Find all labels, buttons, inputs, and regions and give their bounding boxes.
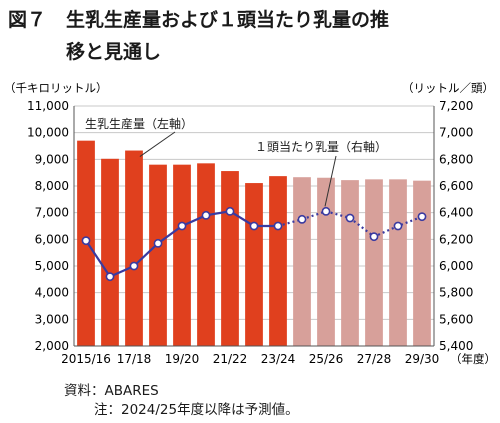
right-tick-label: 6,800 xyxy=(439,152,473,166)
bar-series-label: 生乳生産量（左軸） xyxy=(85,116,193,131)
line-point xyxy=(417,212,427,222)
left-tick-label: 10,000 xyxy=(27,126,69,140)
left-tick-label: 5,000 xyxy=(35,259,69,273)
notes: 資料：ABARES 注：2024/25年度以降は予測値。 xyxy=(64,382,299,420)
left-tick-label: 2,000 xyxy=(35,339,69,353)
x-tick-label: 2015/16 xyxy=(61,352,111,366)
right-tick-label: 7,200 xyxy=(439,99,473,113)
left-tick-label: 9,000 xyxy=(35,152,69,166)
bar xyxy=(245,183,263,346)
right-tick-label: 5,400 xyxy=(439,339,473,353)
bar xyxy=(341,180,359,346)
figure-number: 図７ xyxy=(8,9,47,31)
title-line-2: 移と見通し xyxy=(66,41,162,63)
line-series xyxy=(81,206,427,282)
left-tick-label: 7,000 xyxy=(35,206,69,220)
line-point xyxy=(81,236,91,246)
line-point xyxy=(153,238,163,248)
bar-series xyxy=(77,140,431,346)
right-tick-label: 7,000 xyxy=(439,126,473,140)
line-point xyxy=(225,206,235,216)
bar xyxy=(293,177,311,346)
right-tick-label: 5,600 xyxy=(439,312,473,326)
bar xyxy=(221,171,239,346)
annotations: 生乳生産量（左軸） １頭当たり乳量（右軸） xyxy=(84,115,387,207)
x-tick-label: 17/18 xyxy=(117,352,152,366)
forecast-note: 注：2024/25年度以降は予測値。 xyxy=(94,402,299,418)
left-tick-label: 4,000 xyxy=(35,286,69,300)
bar-label-leader xyxy=(139,131,176,157)
figure-title: 図７ 生乳生産量および１頭当たり乳量の推 移と見通し xyxy=(8,4,492,68)
x-tick-label: 21/22 xyxy=(213,352,248,366)
right-tick-label: 6,400 xyxy=(439,206,473,220)
x-tick-label: 19/20 xyxy=(165,352,200,366)
bar xyxy=(197,163,215,346)
right-tick-label: 6,000 xyxy=(439,259,473,273)
right-axis-ticks: 5,400 5,600 5,800 6,000 6,200 6,400 6,600 6,800… xyxy=(439,99,473,353)
line-point xyxy=(249,221,259,231)
x-axis-unit-label: （年度） xyxy=(450,352,496,366)
bar xyxy=(173,164,191,346)
line-point xyxy=(345,213,355,223)
line-label-leader xyxy=(324,155,337,207)
left-tick-label: 8,000 xyxy=(35,179,69,193)
line-point xyxy=(105,272,115,282)
bar xyxy=(413,180,431,346)
line-point xyxy=(369,232,379,242)
line-point xyxy=(297,214,307,224)
bar xyxy=(365,179,383,346)
left-tick-label: 6,000 xyxy=(35,232,69,246)
left-axis-ticks: 2,000 3,000 4,000 5,000 6,000 7,000 8,000 9,000… xyxy=(27,99,69,353)
title-line-1: 生乳生産量および１頭当たり乳量の推 xyxy=(66,9,390,31)
x-tick-label: 29/30 xyxy=(405,352,440,366)
bar xyxy=(149,164,167,346)
line-point xyxy=(129,261,139,271)
line-point xyxy=(321,206,331,216)
x-tick-label: 27/28 xyxy=(357,352,392,366)
right-tick-label: 6,600 xyxy=(439,179,473,193)
line-point xyxy=(201,210,211,220)
right-tick-label: 5,800 xyxy=(439,286,473,300)
bar xyxy=(125,150,143,346)
bar xyxy=(389,179,407,346)
bar xyxy=(317,177,335,346)
right-tick-label: 6,200 xyxy=(439,232,473,246)
x-axis-ticks: 2015/16 17/18 19/20 21/22 23/24 25/26 27/28 29/… xyxy=(61,352,496,366)
line-point xyxy=(177,221,187,231)
line-point xyxy=(273,221,283,231)
line-series-label: １頭当たり乳量（右軸） xyxy=(255,139,387,154)
left-axis-label: （千キロリットル） xyxy=(4,81,108,95)
axes xyxy=(73,106,435,347)
line-point xyxy=(393,221,403,231)
right-axis-label: （リットル／頭） xyxy=(402,81,494,95)
left-tick-label: 3,000 xyxy=(35,312,69,326)
x-tick-label: 23/24 xyxy=(261,352,296,366)
source-note: 資料：ABARES xyxy=(64,383,159,399)
left-tick-label: 11,000 xyxy=(27,99,69,113)
x-tick-label: 25/26 xyxy=(309,352,344,366)
bar xyxy=(101,158,119,346)
bar xyxy=(269,176,287,346)
